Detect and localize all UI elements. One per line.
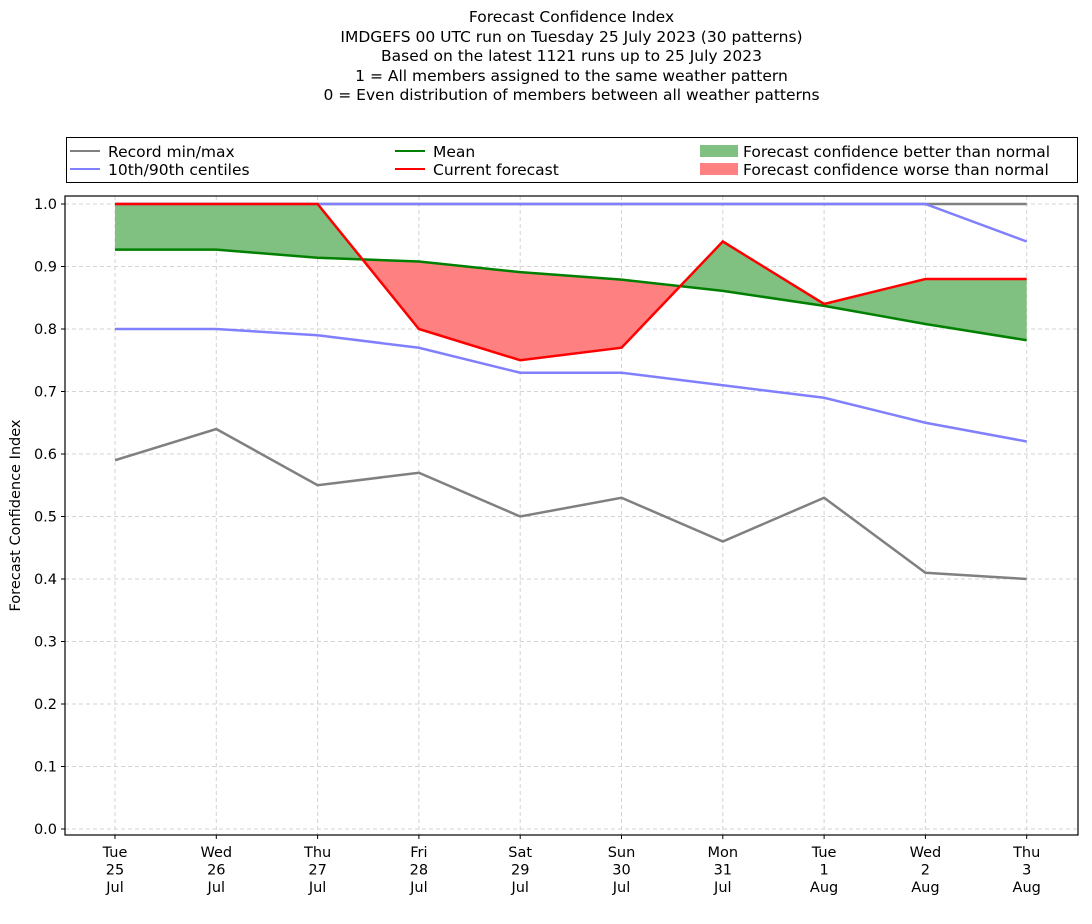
legend-label: Current forecast xyxy=(433,161,559,179)
axes-frame xyxy=(64,195,1079,836)
y-tick-label: 0.2 xyxy=(34,697,57,713)
legend-item-worse: Forecast confidence worse than normal xyxy=(700,161,1049,179)
y-tick-label: 1.0 xyxy=(34,197,57,213)
ticks: 0.00.10.20.30.40.50.60.70.80.91.0Tue25Ju… xyxy=(34,197,1041,896)
x-tick-label: Wed xyxy=(910,845,942,861)
y-tick-label: 0.3 xyxy=(34,635,57,651)
y-axis-label: Forecast Confidence Index xyxy=(8,419,24,611)
x-tick-label: Jul xyxy=(308,880,327,896)
y-tick-label: 0.5 xyxy=(34,510,57,526)
x-tick-label: Jul xyxy=(409,880,428,896)
x-tick-label: Aug xyxy=(810,880,838,896)
y-tick-label: 0.1 xyxy=(34,760,57,776)
y-tick-label: 0.0 xyxy=(34,822,57,838)
legend-swatch-record xyxy=(70,149,100,152)
legend: Record min/max 10th/90th centiles Mean C… xyxy=(66,137,1078,183)
fill-better-than-normal xyxy=(115,204,363,260)
legend-swatch-mean xyxy=(395,149,425,152)
x-tick-label: Tue xyxy=(102,845,128,861)
fill-worse-than-normal xyxy=(362,259,681,361)
legend-label: Forecast confidence worse than normal xyxy=(743,161,1049,179)
x-tick-label: 29 xyxy=(511,863,529,879)
fill-better-than-normal xyxy=(680,241,1027,341)
x-tick-label: 30 xyxy=(612,863,630,879)
x-tick-label: Wed xyxy=(200,845,232,861)
legend-swatch-forecast xyxy=(395,167,425,170)
x-tick-label: Jul xyxy=(105,880,124,896)
legend-label: 10th/90th centiles xyxy=(108,161,250,179)
x-tick-label: 27 xyxy=(308,863,326,879)
x-tick-label: Aug xyxy=(911,880,939,896)
legend-swatch-better xyxy=(700,144,738,157)
y-tick-label: 0.8 xyxy=(34,322,57,338)
x-tick-label: 3 xyxy=(1022,863,1031,879)
x-tick-label: Sat xyxy=(508,845,532,861)
x-tick-label: Sun xyxy=(608,845,636,861)
x-tick-label: Jul xyxy=(713,880,732,896)
x-tick-label: 26 xyxy=(207,863,225,879)
x-tick-label: Jul xyxy=(207,880,226,896)
legend-item-mean: Mean xyxy=(395,143,475,161)
x-tick-label: Thu xyxy=(303,845,331,861)
legend-item-centiles: 10th/90th centiles xyxy=(70,161,250,179)
x-tick-label: Tue xyxy=(811,845,837,861)
chart-title: Forecast Confidence Index IMDGEFS 00 UTC… xyxy=(0,8,1092,106)
legend-label: Mean xyxy=(433,143,476,161)
title-line: Based on the latest 1121 runs up to 25 J… xyxy=(381,47,762,66)
x-tick-label: 28 xyxy=(410,863,428,879)
series-line-10th-centile xyxy=(115,327,1027,443)
x-tick-label: 1 xyxy=(819,863,828,879)
x-tick-label: Mon xyxy=(708,845,739,861)
legend-swatch-centiles xyxy=(70,167,100,170)
x-tick-label: Jul xyxy=(612,880,631,896)
legend-label: Forecast confidence better than normal xyxy=(743,143,1051,161)
series-line-record-min xyxy=(114,427,1027,581)
legend-label: Record min/max xyxy=(108,143,235,161)
title-line: Forecast Confidence Index xyxy=(468,8,675,26)
x-tick-label: 25 xyxy=(106,863,124,879)
series-line-current-forecast xyxy=(115,202,1027,362)
legend-swatch-worse xyxy=(700,162,738,175)
x-tick-label: Thu xyxy=(1012,845,1040,861)
y-tick-label: 0.4 xyxy=(34,572,57,588)
x-tick-label: 2 xyxy=(921,863,930,879)
legend-item-forecast: Current forecast xyxy=(395,161,559,179)
title-line: IMDGEFS 00 UTC run on Tuesday 25 July 20… xyxy=(340,27,803,46)
x-tick-label: 31 xyxy=(714,863,732,879)
title-line: 0 = Even distribution of members between… xyxy=(323,86,820,105)
x-tick-label: Fri xyxy=(410,845,427,861)
series-line-mean xyxy=(115,248,1027,342)
legend-item-better: Forecast confidence better than normal xyxy=(700,143,1050,161)
fill-regions xyxy=(115,204,1027,361)
x-tick-label: Jul xyxy=(510,880,529,896)
title-line: 1 = All members assigned to the same wea… xyxy=(355,66,788,85)
legend-item-record: Record min/max xyxy=(70,143,235,161)
y-tick-label: 0.9 xyxy=(34,260,57,276)
y-tick-label: 0.6 xyxy=(34,447,57,463)
x-tick-label: Aug xyxy=(1013,880,1041,896)
series-lines xyxy=(114,202,1028,581)
y-tick-label: 0.7 xyxy=(34,385,57,401)
